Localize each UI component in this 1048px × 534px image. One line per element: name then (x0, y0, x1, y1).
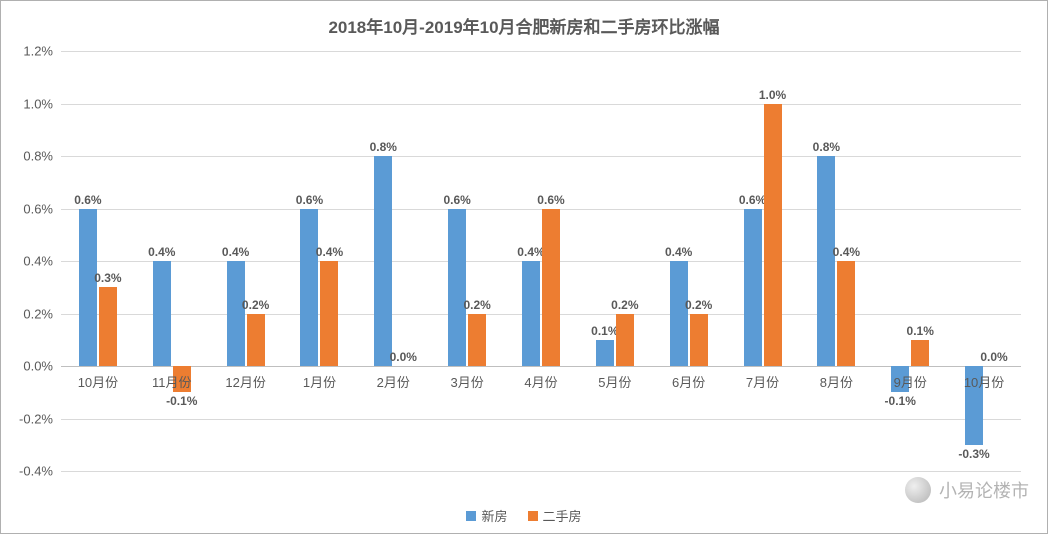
bar-value-label: -0.1% (166, 394, 197, 408)
legend-swatch (466, 511, 476, 521)
bar-new (596, 340, 614, 366)
category-group: 0.6% 0.3% 10月份 (61, 51, 135, 471)
bar-value-label: -0.1% (885, 394, 916, 408)
bar-used (468, 314, 486, 367)
x-tick-label: 10月份 (964, 372, 1004, 391)
bar-value-label: 0.4% (517, 245, 544, 259)
bar-value-label: 0.0% (390, 350, 417, 364)
bar-value-label: 0.2% (242, 298, 269, 312)
bar-value-label: 0.1% (907, 324, 934, 338)
y-tick-label: 1.2% (23, 44, 61, 59)
y-tick-label: 0.4% (23, 254, 61, 269)
x-tick-label: 9月份 (894, 372, 927, 391)
bar-used (99, 287, 117, 366)
bar-used (690, 314, 708, 367)
bar-value-label: 0.4% (316, 245, 343, 259)
y-tick-label: 0.0% (23, 359, 61, 374)
bar-value-label: 0.2% (463, 298, 490, 312)
x-tick-label: 8月份 (820, 372, 853, 391)
x-tick-label: 6月份 (672, 372, 705, 391)
bar-new (817, 156, 835, 366)
bar-value-label: 0.2% (685, 298, 712, 312)
x-tick-label: 4月份 (524, 372, 557, 391)
bar-value-label: 0.4% (148, 245, 175, 259)
bar-value-label: 0.4% (222, 245, 249, 259)
x-tick-label: 12月份 (225, 372, 265, 391)
bar-new (448, 209, 466, 367)
y-tick-label: 0.6% (23, 201, 61, 216)
x-tick-label: 2月份 (377, 372, 410, 391)
bar-new (374, 156, 392, 366)
category-group: 0.4% 0.2% 6月份 (652, 51, 726, 471)
bar-used (911, 340, 929, 366)
legend-label: 新房 (481, 506, 507, 525)
y-tick-label: 0.2% (23, 306, 61, 321)
category-group: 0.1% 0.2% 5月份 (578, 51, 652, 471)
plot-area: -0.4%-0.2%0.0%0.2%0.4%0.6%0.8%1.0%1.2%0.… (61, 51, 1021, 471)
legend: 新房 二手房 (1, 506, 1047, 525)
legend-label: 二手房 (543, 506, 582, 525)
bar-value-label: 0.4% (665, 245, 692, 259)
x-tick-label: 3月份 (451, 372, 484, 391)
category-group: 0.8% 0.0% 2月份 (356, 51, 430, 471)
category-group: 0.4% 0.6% 4月份 (504, 51, 578, 471)
bar-value-label: 0.6% (537, 193, 564, 207)
gridline (61, 471, 1021, 472)
category-group: 0.6% 0.4% 1月份 (283, 51, 357, 471)
legend-item: 二手房 (528, 506, 582, 525)
bar-new (79, 209, 97, 367)
bar-value-label: 0.3% (94, 271, 121, 285)
bar-value-label: -0.3% (958, 447, 989, 461)
chart-title: 2018年10月-2019年10月合肥新房和二手房环比涨幅 (1, 1, 1047, 38)
x-tick-label: 1月份 (303, 372, 336, 391)
chart-container: 2018年10月-2019年10月合肥新房和二手房环比涨幅 -0.4% -0.2%… (0, 0, 1048, 534)
bar-value-label: 0.8% (813, 140, 840, 154)
category-group: 0.4% 0.2% 12月份 (209, 51, 283, 471)
bar-value-label: 0.6% (739, 193, 766, 207)
category-group: -0.3% 0.0% 10月份 (947, 51, 1021, 471)
bar-value-label: 0.1% (591, 324, 618, 338)
y-tick-label: 0.8% (23, 149, 61, 164)
bar-used (837, 261, 855, 366)
category-group: 0.8% 0.4% 8月份 (799, 51, 873, 471)
bar-new (227, 261, 245, 366)
y-tick-label: -0.4% (19, 464, 61, 479)
category-group: 0.4% -0.1% 11月份 (135, 51, 209, 471)
bar-used (247, 314, 265, 367)
watermark: 小易论楼市 (905, 477, 1029, 503)
y-tick-label: -0.2% (19, 411, 61, 426)
wechat-icon (905, 477, 931, 503)
bar-new (153, 261, 171, 366)
legend-item: 新房 (466, 506, 507, 525)
bar-value-label: 1.0% (759, 88, 786, 102)
bar-new (670, 261, 688, 366)
bar-new (744, 209, 762, 367)
category-group: 0.6% 0.2% 3月份 (430, 51, 504, 471)
bar-new (522, 261, 540, 366)
category-group: -0.1% 0.1% 9月份 (873, 51, 947, 471)
bar-value-label: 0.6% (296, 193, 323, 207)
category-group: 0.6% 1.0% 7月份 (726, 51, 800, 471)
bar-value-label: 0.0% (980, 350, 1007, 364)
watermark-text: 小易论楼市 (939, 477, 1029, 503)
bar-value-label: 0.8% (370, 140, 397, 154)
bar-used (616, 314, 634, 367)
x-tick-label: 11月份 (152, 372, 192, 391)
legend-swatch (528, 511, 538, 521)
bar-new (300, 209, 318, 367)
bar-value-label: 0.4% (833, 245, 860, 259)
bar-used (542, 209, 560, 367)
x-tick-label: 5月份 (598, 372, 631, 391)
bar-used (764, 104, 782, 367)
bar-value-label: 0.6% (443, 193, 470, 207)
bar-value-label: 0.2% (611, 298, 638, 312)
x-tick-label: 10月份 (78, 372, 118, 391)
y-tick-label: 1.0% (23, 96, 61, 111)
bar-used (320, 261, 338, 366)
bar-value-label: 0.6% (74, 193, 101, 207)
x-tick-label: 7月份 (746, 372, 779, 391)
